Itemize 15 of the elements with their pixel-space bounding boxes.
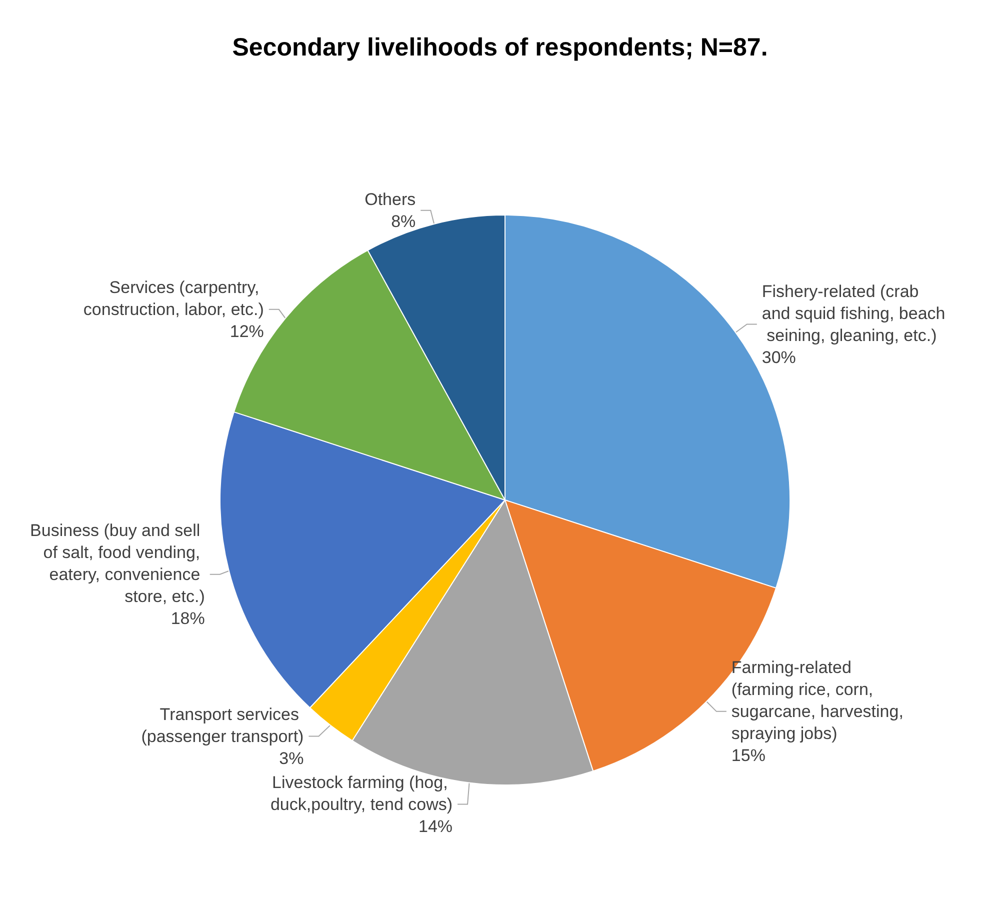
data-label: 12% xyxy=(230,322,264,341)
slice-label: Farming-related (farming rice, corn, sugarcane, harvesting, spraying jobs) xyxy=(731,658,908,743)
slice-label: Business (buy and sell of salt, food vending, eatery, convenience store, etc.) xyxy=(30,520,205,606)
chart-title: Secondary livelihoods of respondents; N=87. xyxy=(232,34,768,62)
data-label: 30% xyxy=(762,348,796,367)
data-label: 3% xyxy=(279,748,304,768)
data-label: 8% xyxy=(391,212,416,231)
data-label: 18% xyxy=(170,608,205,628)
slice-label: Others xyxy=(364,190,416,209)
slice-label: Fishery-related (crab and squid fishing, beach seining, gleaning, etc.) xyxy=(762,282,946,345)
slice-label: Services (carpentry, construction, labor, etc.) xyxy=(83,278,264,319)
slice-label: Transport services (passenger transport) xyxy=(141,704,304,746)
slice-label: Livestock farming (hog, duck,poultry, tend cows) xyxy=(270,772,453,814)
data-label: 15% xyxy=(731,746,766,765)
data-label: 14% xyxy=(418,816,453,836)
